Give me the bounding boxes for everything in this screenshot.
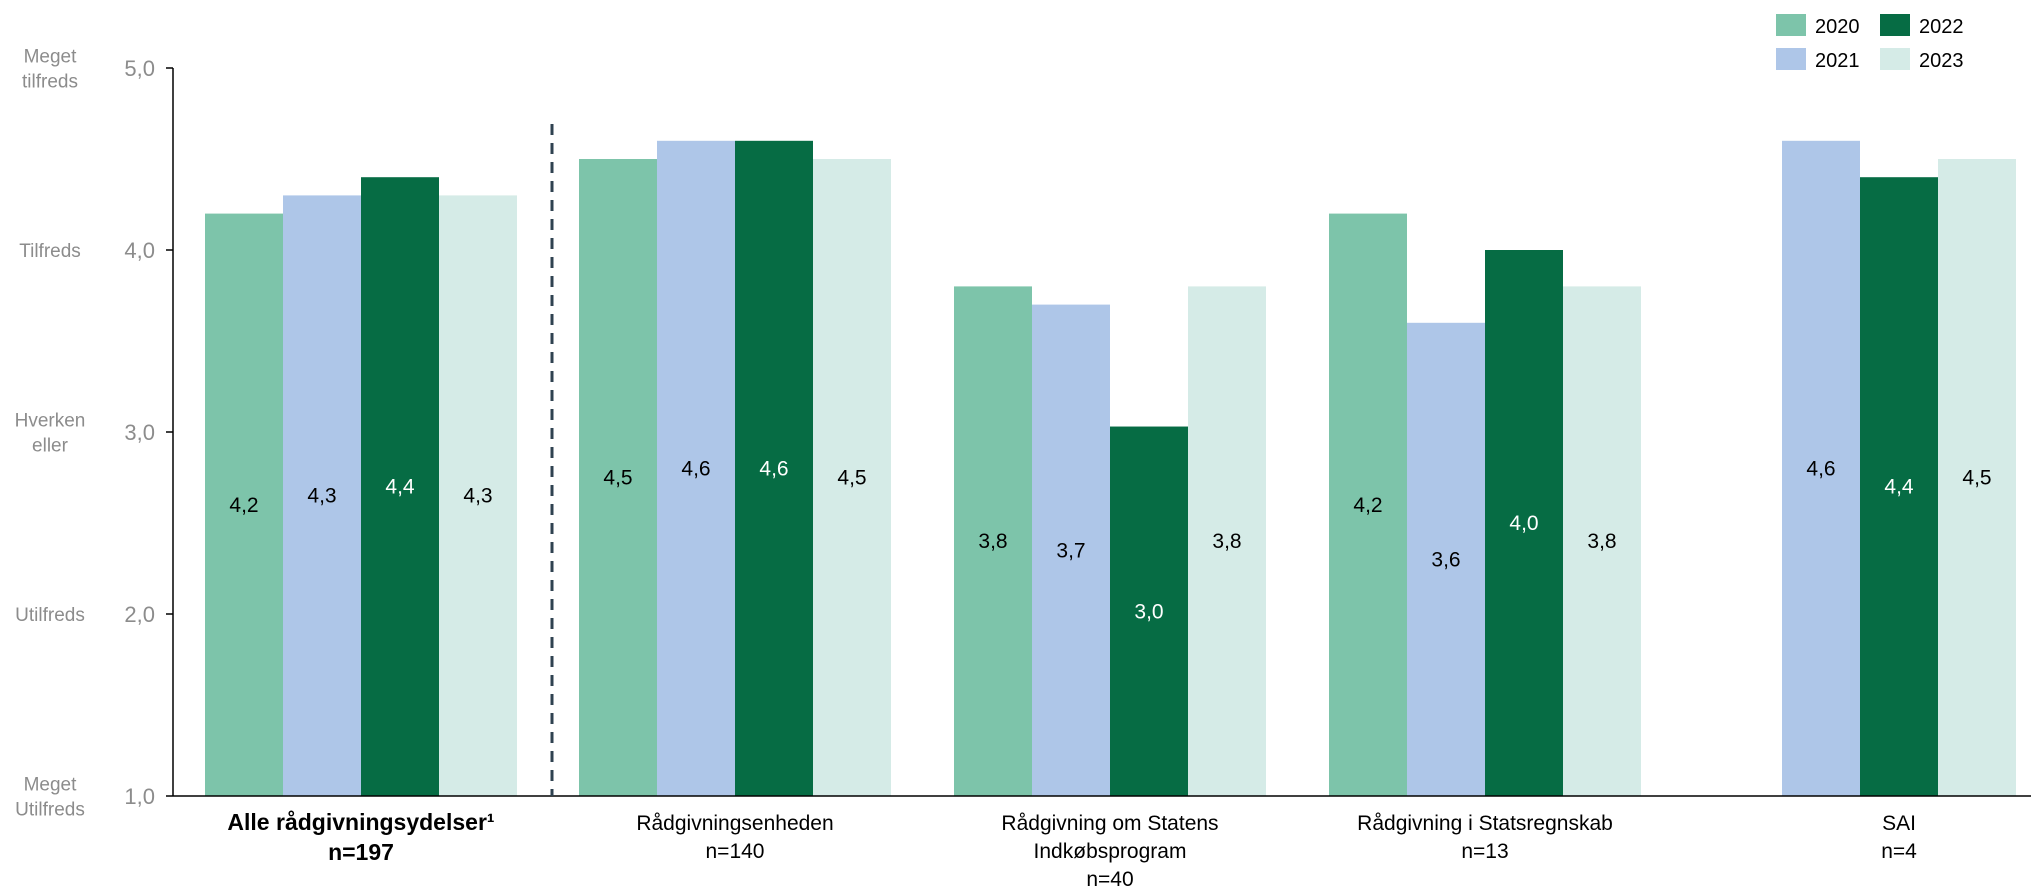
data-label: 3,8 — [978, 530, 1007, 553]
bar-2021 — [1407, 322, 1485, 796]
category-label: Rådgivning i Statsregnskab n=13 — [1357, 812, 1613, 863]
bar-2021 — [1032, 304, 1110, 796]
bar-2023 — [1938, 159, 2016, 796]
legend-label: 2021 — [1815, 50, 1860, 72]
legend-label: 2020 — [1815, 16, 1860, 38]
data-label: 3,7 — [1056, 539, 1085, 562]
y-tick-label: 1,0 — [124, 784, 155, 809]
satisfaction-label: Utilfreds — [15, 605, 85, 626]
data-label: 4,3 — [307, 485, 336, 508]
data-label: 4,3 — [463, 485, 492, 508]
legend-label: 2022 — [1919, 16, 1964, 38]
data-label: 4,5 — [603, 467, 632, 490]
category-labels: Alle rådgivningsydelser¹ n=197 Rådgivnings… — [227, 809, 1917, 888]
bar-2020 — [579, 159, 657, 796]
legend-label: 2023 — [1919, 50, 1964, 72]
data-label: 4,6 — [681, 457, 710, 480]
data-label: 4,4 — [385, 476, 415, 499]
data-label: 3,6 — [1431, 548, 1460, 571]
bar-2021 — [1782, 140, 1860, 797]
bar-2022 — [1485, 250, 1563, 796]
category-label: Alle rådgivningsydelser¹ n=197 — [227, 809, 494, 865]
satisfaction-labels: Meget tilfreds Tilfreds Hverken eller Utilfre… — [15, 47, 86, 821]
bar-2023 — [813, 159, 891, 796]
legend: 2020 2022 2021 2023 — [1776, 14, 1964, 72]
legend-swatch-2022 — [1880, 14, 1910, 36]
bar-2022 — [735, 140, 813, 797]
y-tick-label: 3,0 — [124, 420, 155, 445]
category-label: Rådgivning om Statens Indkøbsprogram n=40 — [1001, 812, 1218, 888]
category-label: SAI n=4 — [1881, 812, 1917, 863]
data-label: 4,6 — [1806, 457, 1835, 480]
legend-swatch-2020 — [1776, 14, 1806, 36]
bar-2020 — [205, 213, 283, 797]
data-label: 4,2 — [1353, 494, 1382, 517]
bar-2020 — [1329, 213, 1407, 797]
bar-2023 — [1563, 286, 1641, 796]
data-label: 4,5 — [837, 467, 866, 490]
bar-2021 — [283, 195, 361, 796]
category-label: Rådgivningsenheden n=140 — [636, 812, 833, 863]
data-label: 4,2 — [229, 494, 258, 517]
satisfaction-label: Tilfreds — [19, 241, 81, 262]
y-tick-label: 2,0 — [124, 602, 155, 627]
bar-2021 — [657, 140, 735, 797]
data-label: 3,0 — [1134, 600, 1163, 623]
y-tick-label: 4,0 — [124, 238, 155, 263]
bar-2022 — [1110, 426, 1188, 796]
bars — [205, 140, 2016, 797]
bar-2022 — [1860, 177, 1938, 796]
legend-swatch-2021 — [1776, 48, 1806, 70]
data-label: 4,6 — [759, 457, 788, 480]
satisfaction-label: Meget tilfreds — [22, 47, 78, 93]
legend-swatch-2023 — [1880, 48, 1910, 70]
bar-2022 — [361, 177, 439, 796]
data-label: 4,0 — [1509, 512, 1538, 535]
data-label: 4,4 — [1884, 476, 1914, 499]
y-tick-label: 5,0 — [124, 56, 155, 81]
satisfaction-label: Meget Utilfreds — [15, 775, 85, 821]
y-axis: 1,0 2,0 3,0 4,0 5,0 — [124, 56, 174, 809]
bar-2020 — [954, 286, 1032, 796]
data-label: 4,5 — [1962, 467, 1991, 490]
data-label: 3,8 — [1212, 530, 1241, 553]
satisfaction-label: Hverken eller — [15, 411, 86, 457]
bar-2023 — [1188, 286, 1266, 796]
data-label: 3,8 — [1587, 530, 1616, 553]
data-labels: 4,2 4,3 4,4 4,3 4,5 4,6 4,6 4,5 3,8 3,7 3,0 3,8 4,2 3… — [229, 457, 1991, 623]
bar-2023 — [439, 195, 517, 796]
